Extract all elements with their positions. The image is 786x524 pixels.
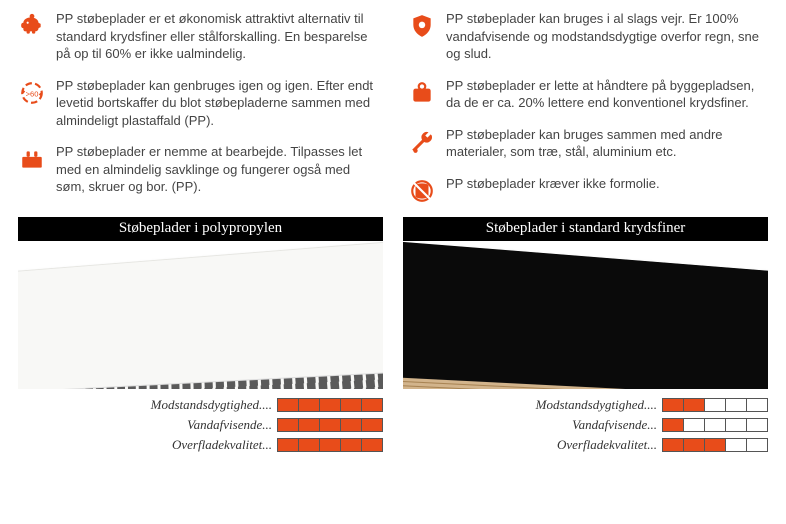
rating-row: Modstandsdygtighed.... — [18, 397, 383, 413]
rating-box — [298, 438, 320, 452]
rating-row: Vandafvisende... — [18, 417, 383, 433]
comparison-left-title: Støbeplader i polypropylen — [18, 217, 383, 241]
board-image-pp — [18, 241, 383, 389]
feature-item: PP støbeplader kan bruges sammen med and… — [408, 126, 768, 161]
weight-icon — [408, 79, 436, 107]
board-image-plywood — [403, 241, 768, 389]
rating-box — [319, 398, 341, 412]
rating-box — [361, 438, 383, 452]
rating-box — [662, 438, 684, 452]
ratings-left: Modstandsdygtighed.... Vandafvisende... Ov… — [18, 397, 383, 453]
drum-icon — [408, 177, 436, 205]
rating-box — [319, 438, 341, 452]
piggy-icon — [18, 12, 46, 40]
rating-box — [361, 418, 383, 432]
feature-item: PP støbeplader kan bruges i al slags vej… — [408, 10, 768, 63]
features-grid: PP støbeplader er et økonomisk attraktiv… — [18, 10, 768, 205]
features-right: PP støbeplader kan bruges i al slags vej… — [408, 10, 768, 205]
rating-box — [725, 398, 747, 412]
rating-box — [340, 438, 362, 452]
features-left: PP støbeplader er et økonomisk attraktiv… — [18, 10, 378, 205]
rating-row: Overfladekvalitet... — [18, 437, 383, 453]
feature-text: PP støbeplader kan genbruges igen og ige… — [56, 77, 378, 130]
rating-box — [361, 398, 383, 412]
rating-boxes — [663, 438, 768, 452]
feature-item: PP støbeplader kræver ikke formolie. — [408, 175, 768, 205]
rating-box — [319, 418, 341, 432]
rating-box — [298, 418, 320, 432]
rating-box — [704, 438, 726, 452]
rating-label: Overfladekvalitet... — [172, 437, 272, 453]
rating-box — [340, 398, 362, 412]
feature-item: PP støbeplader er et økonomisk attraktiv… — [18, 10, 378, 63]
feature-text: PP støbeplader kan bruges sammen med and… — [446, 126, 768, 161]
rating-boxes — [663, 398, 768, 412]
rating-row: Vandafvisende... — [403, 417, 768, 433]
rating-box — [683, 418, 705, 432]
rating-box — [683, 398, 705, 412]
rating-label: Vandafvisende... — [187, 417, 272, 433]
comparison-grid: Støbeplader i polypropylen Modstandsdygt… — [18, 217, 768, 453]
rating-box — [277, 438, 299, 452]
feature-item: PP støbeplader er nemme at bearbejde. Ti… — [18, 143, 378, 196]
feature-text: PP støbeplader kræver ikke formolie. — [446, 175, 660, 193]
tools-icon — [18, 145, 46, 173]
rating-box — [704, 398, 726, 412]
rating-box — [277, 398, 299, 412]
rating-box — [746, 418, 768, 432]
rating-box — [704, 418, 726, 432]
rating-box — [725, 418, 747, 432]
rating-boxes — [278, 398, 383, 412]
rating-box — [662, 418, 684, 432]
wrench-icon — [408, 128, 436, 156]
rating-box — [725, 438, 747, 452]
ratings-right: Modstandsdygtighed.... Vandafvisende... Ov… — [403, 397, 768, 453]
rating-label: Overfladekvalitet... — [557, 437, 657, 453]
rating-row: Modstandsdygtighed.... — [403, 397, 768, 413]
rating-label: Vandafvisende... — [572, 417, 657, 433]
feature-text: PP støbeplader er nemme at bearbejde. Ti… — [56, 143, 378, 196]
rating-box — [662, 398, 684, 412]
svg-text:>60: >60 — [26, 89, 39, 98]
recycle-icon: >60 — [18, 79, 46, 107]
rating-boxes — [663, 418, 768, 432]
comparison-left: Støbeplader i polypropylen Modstandsdygt… — [18, 217, 383, 453]
rating-row: Overfladekvalitet... — [403, 437, 768, 453]
feature-item: >60 PP støbeplader kan genbruges igen og … — [18, 77, 378, 130]
rating-box — [746, 438, 768, 452]
rating-boxes — [278, 418, 383, 432]
shield-icon — [408, 12, 436, 40]
feature-item: PP støbeplader er lette at håndtere på b… — [408, 77, 768, 112]
rating-boxes — [278, 438, 383, 452]
feature-text: PP støbeplader er et økonomisk attraktiv… — [56, 10, 378, 63]
rating-box — [298, 398, 320, 412]
rating-label: Modstandsdygtighed.... — [536, 397, 657, 413]
comparison-right-title: Støbeplader i standard krydsfiner — [403, 217, 768, 241]
rating-box — [746, 398, 768, 412]
rating-box — [683, 438, 705, 452]
feature-text: PP støbeplader kan bruges i al slags vej… — [446, 10, 768, 63]
comparison-right: Støbeplader i standard krydsfiner Modsta… — [403, 217, 768, 453]
rating-label: Modstandsdygtighed.... — [151, 397, 272, 413]
rating-box — [277, 418, 299, 432]
feature-text: PP støbeplader er lette at håndtere på b… — [446, 77, 768, 112]
rating-box — [340, 418, 362, 432]
